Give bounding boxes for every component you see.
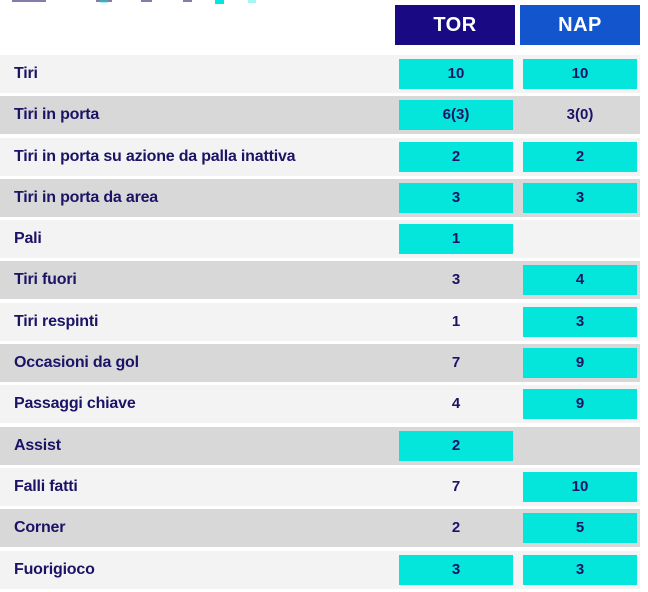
tor-value: 6(3) (399, 100, 513, 131)
tor-value: 1 (451, 312, 461, 330)
table-row: Tiri in porta su azione da palla inattiv… (0, 137, 640, 176)
nap-value-cell: 3 (523, 554, 637, 585)
nap-value-cell: 9 (523, 389, 637, 420)
nap-value-cell: 3 (523, 306, 637, 337)
nap-value: 5 (523, 513, 637, 544)
nap-value-cell: 9 (523, 348, 637, 379)
team-header-tor: TOR (395, 5, 515, 45)
clipped-title-fragments (0, 0, 648, 5)
stat-label: Assist (14, 436, 61, 454)
clipped-title-fragment (141, 0, 152, 2)
tor-value-cell: 2 (399, 141, 513, 172)
team-header-tor-label: TOR (433, 13, 477, 36)
nap-value: 3 (523, 182, 637, 213)
tor-value-cell: 3 (399, 554, 513, 585)
tor-value-cell: 7 (399, 472, 513, 502)
stat-label: Tiri in porta da area (14, 188, 158, 206)
stat-label: Tiri in porta (14, 106, 100, 124)
nap-value-cell: 5 (523, 513, 637, 544)
clipped-title-fragment (96, 0, 112, 2)
tor-value-cell: 3 (399, 265, 513, 295)
table-row: Tiri fuori 3 4 (0, 261, 640, 300)
stat-label: Tiri fuori (14, 271, 77, 289)
stat-label: Pali (14, 230, 42, 248)
tor-value: 3 (399, 182, 513, 213)
table-row: Tiri respinti 1 3 (0, 302, 640, 341)
nap-value-cell: 2 (523, 141, 637, 172)
nap-value: 10 (523, 59, 637, 89)
table-row: Fuorigioco 3 3 (0, 550, 640, 589)
stat-label: Fuorigioco (14, 560, 95, 578)
nap-value: 9 (523, 348, 637, 379)
tor-value-cell: 6(3) (399, 100, 513, 131)
clipped-title-fragment (215, 0, 224, 4)
table-row: Assist 2 (0, 426, 640, 465)
team-header-nap-label: NAP (558, 13, 602, 36)
clipped-title-fragment (100, 0, 108, 3)
tor-value: 10 (399, 59, 513, 89)
nap-value (523, 224, 637, 254)
tor-value: 3 (399, 554, 513, 585)
nap-value-cell: 10 (523, 471, 637, 502)
table-row: Corner 2 5 (0, 509, 640, 548)
nap-value: 3 (523, 306, 637, 337)
nap-value: 3 (523, 554, 637, 585)
nap-value: 10 (523, 471, 637, 502)
tor-value-cell: 3 (399, 182, 513, 213)
tor-value: 4 (451, 395, 461, 413)
stat-label: Passaggi chiave (14, 395, 136, 413)
tor-value: 3 (451, 271, 461, 289)
stats-table-body: Tiri 10 10 Tiri in porta 6(3) 3(0) Tiri … (0, 55, 640, 589)
clipped-title-fragment (248, 0, 256, 3)
nap-value: 9 (523, 389, 637, 420)
tor-value-cell: 2 (399, 513, 513, 543)
table-row: Passaggi chiave 4 9 (0, 385, 640, 424)
tor-value: 7 (451, 354, 461, 372)
team-header-nap: NAP (520, 5, 640, 45)
stat-label: Tiri respinti (14, 312, 99, 330)
clipped-title-fragment (12, 0, 46, 2)
tor-value: 1 (399, 224, 513, 255)
table-row: Tiri in porta 6(3) 3(0) (0, 96, 640, 135)
stat-label: Tiri (14, 65, 38, 82)
nap-value-cell (523, 224, 637, 254)
table-row: Occasioni da gol 7 9 (0, 344, 640, 383)
stat-label: Corner (14, 519, 66, 537)
nap-value-cell: 4 (523, 265, 637, 296)
table-row: Tiri 10 10 (0, 55, 640, 93)
stat-label: Tiri in porta su azione da palla inattiv… (14, 147, 296, 165)
nap-value-cell (523, 431, 637, 461)
nap-value: 3(0) (566, 106, 594, 124)
tor-value-cell: 10 (399, 59, 513, 89)
tor-value-cell: 7 (399, 348, 513, 378)
tor-value: 2 (451, 519, 461, 537)
tor-value: 7 (451, 477, 461, 495)
nap-value: 2 (523, 141, 637, 172)
clipped-title-fragment (183, 0, 192, 2)
tor-value-cell: 1 (399, 224, 513, 255)
stat-label: Occasioni da gol (14, 354, 139, 372)
tor-value: 2 (399, 430, 513, 461)
tor-value: 2 (399, 141, 513, 172)
nap-value: 4 (523, 265, 637, 296)
nap-value-cell: 3 (523, 182, 637, 213)
table-row: Pali 1 (0, 220, 640, 259)
nap-value (523, 431, 637, 461)
stat-label: Falli fatti (14, 477, 78, 495)
tor-value-cell: 4 (399, 389, 513, 419)
nap-value-cell: 3(0) (523, 100, 637, 130)
table-row: Falli fatti 7 10 (0, 467, 640, 506)
nap-value-cell: 10 (523, 59, 637, 89)
table-row: Tiri in porta da area 3 3 (0, 178, 640, 217)
tor-value-cell: 1 (399, 307, 513, 337)
tor-value-cell: 2 (399, 430, 513, 461)
